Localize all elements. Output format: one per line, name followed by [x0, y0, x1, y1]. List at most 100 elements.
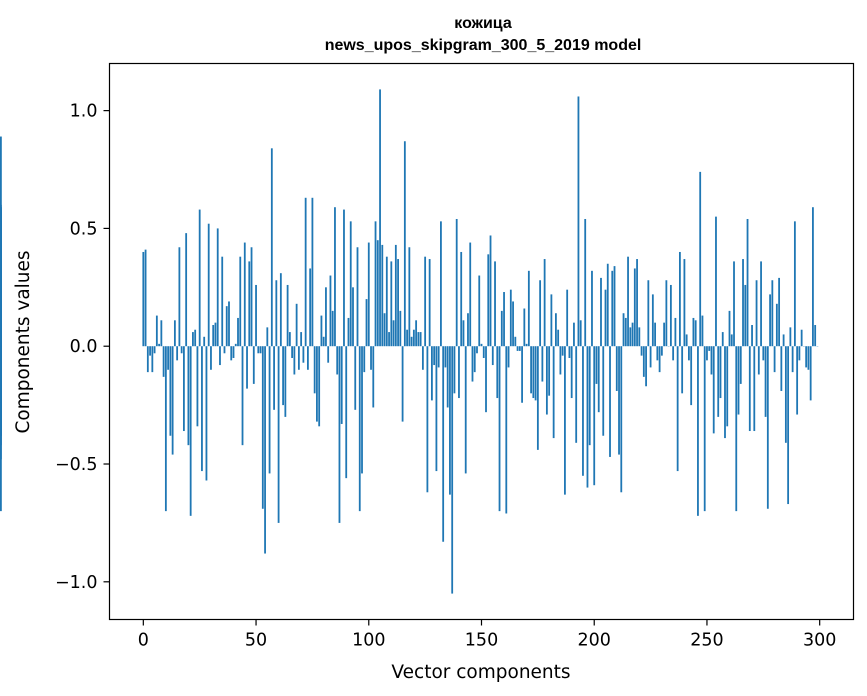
bar: [733, 261, 735, 347]
bar: [706, 346, 708, 361]
bar: [622, 313, 625, 347]
x-tick-label: 300: [803, 631, 836, 651]
bar: [155, 315, 158, 347]
bar: [232, 346, 235, 358]
bar: [329, 275, 332, 347]
bar: [158, 343, 161, 347]
bar: [394, 244, 397, 347]
y-tick-label: 1.0: [70, 102, 98, 122]
bar: [334, 207, 336, 347]
bar: [182, 346, 185, 432]
bar: [435, 346, 438, 472]
bar: [214, 322, 217, 347]
bar: [692, 317, 695, 347]
bar: [358, 346, 361, 512]
bar: [746, 218, 749, 347]
bar: [421, 346, 424, 370]
bar: [277, 346, 280, 523]
bar: [433, 346, 436, 366]
x-tick-label: 250: [690, 631, 723, 651]
bar: [325, 287, 327, 347]
bar: [241, 346, 244, 446]
bar: [640, 346, 643, 356]
bar: [690, 346, 693, 406]
bar: [455, 218, 458, 347]
bar: [649, 346, 652, 368]
bar: [169, 346, 172, 436]
bar: [320, 315, 323, 347]
bar: [613, 266, 616, 347]
bar: [464, 346, 467, 474]
bar: [550, 294, 553, 347]
bar: [246, 346, 248, 389]
bar: [757, 346, 760, 375]
bar: [417, 332, 420, 347]
bar: [410, 336, 413, 347]
bar: [293, 346, 296, 375]
bar: [153, 346, 156, 354]
bar: [225, 306, 228, 347]
bar: [426, 346, 429, 493]
bar: [142, 251, 145, 347]
bar: [340, 346, 343, 424]
bar: [347, 317, 350, 347]
bar: [728, 310, 731, 347]
y-tick-label: −1.0: [55, 573, 98, 593]
bar: [302, 346, 305, 363]
bar: [669, 284, 672, 347]
bar: [771, 280, 774, 347]
bar: [469, 242, 472, 347]
bar: [316, 346, 318, 422]
bar: [530, 346, 533, 394]
bar: [311, 197, 314, 347]
bar: [724, 346, 726, 439]
bar: [498, 346, 501, 512]
bar: [505, 346, 508, 514]
bar: [304, 197, 307, 347]
bar: [814, 325, 817, 347]
y-tick-label: 0.5: [70, 219, 98, 239]
bar: [367, 242, 370, 347]
bar: [487, 254, 490, 347]
bar: [440, 221, 442, 347]
bar: [507, 346, 510, 368]
bar: [306, 346, 309, 370]
bar: [288, 332, 291, 347]
bar: [512, 301, 514, 347]
bar: [0, 292, 2, 347]
bar: [424, 256, 427, 347]
bar: [514, 336, 517, 347]
bar: [703, 346, 706, 512]
bar: [775, 303, 778, 347]
bar: [609, 346, 611, 457]
bar: [600, 277, 602, 347]
bar: [654, 322, 657, 347]
bar: [766, 346, 769, 509]
bar: [762, 346, 765, 361]
bar: [564, 346, 566, 495]
bar: [198, 209, 201, 347]
bar: [527, 270, 530, 347]
bar: [536, 346, 539, 450]
bar: [279, 273, 282, 347]
bar: [442, 346, 445, 542]
bar: [742, 259, 744, 347]
bar: [471, 346, 474, 382]
bar: [489, 235, 492, 347]
bar: [189, 346, 192, 516]
bar: [171, 346, 174, 455]
bar: [261, 346, 264, 509]
bar: [656, 346, 659, 361]
chart-subtitle: news_upos_skipgram_300_5_2019 model: [325, 37, 642, 54]
bar: [264, 346, 266, 554]
bar: [604, 289, 607, 347]
bar: [561, 346, 564, 356]
bar: [631, 322, 634, 347]
bar: [744, 284, 747, 347]
bar: [676, 346, 679, 472]
bar: [784, 346, 787, 443]
bar: [239, 256, 242, 347]
bar: [478, 275, 481, 347]
bar: [521, 346, 523, 403]
bar: [764, 346, 767, 417]
